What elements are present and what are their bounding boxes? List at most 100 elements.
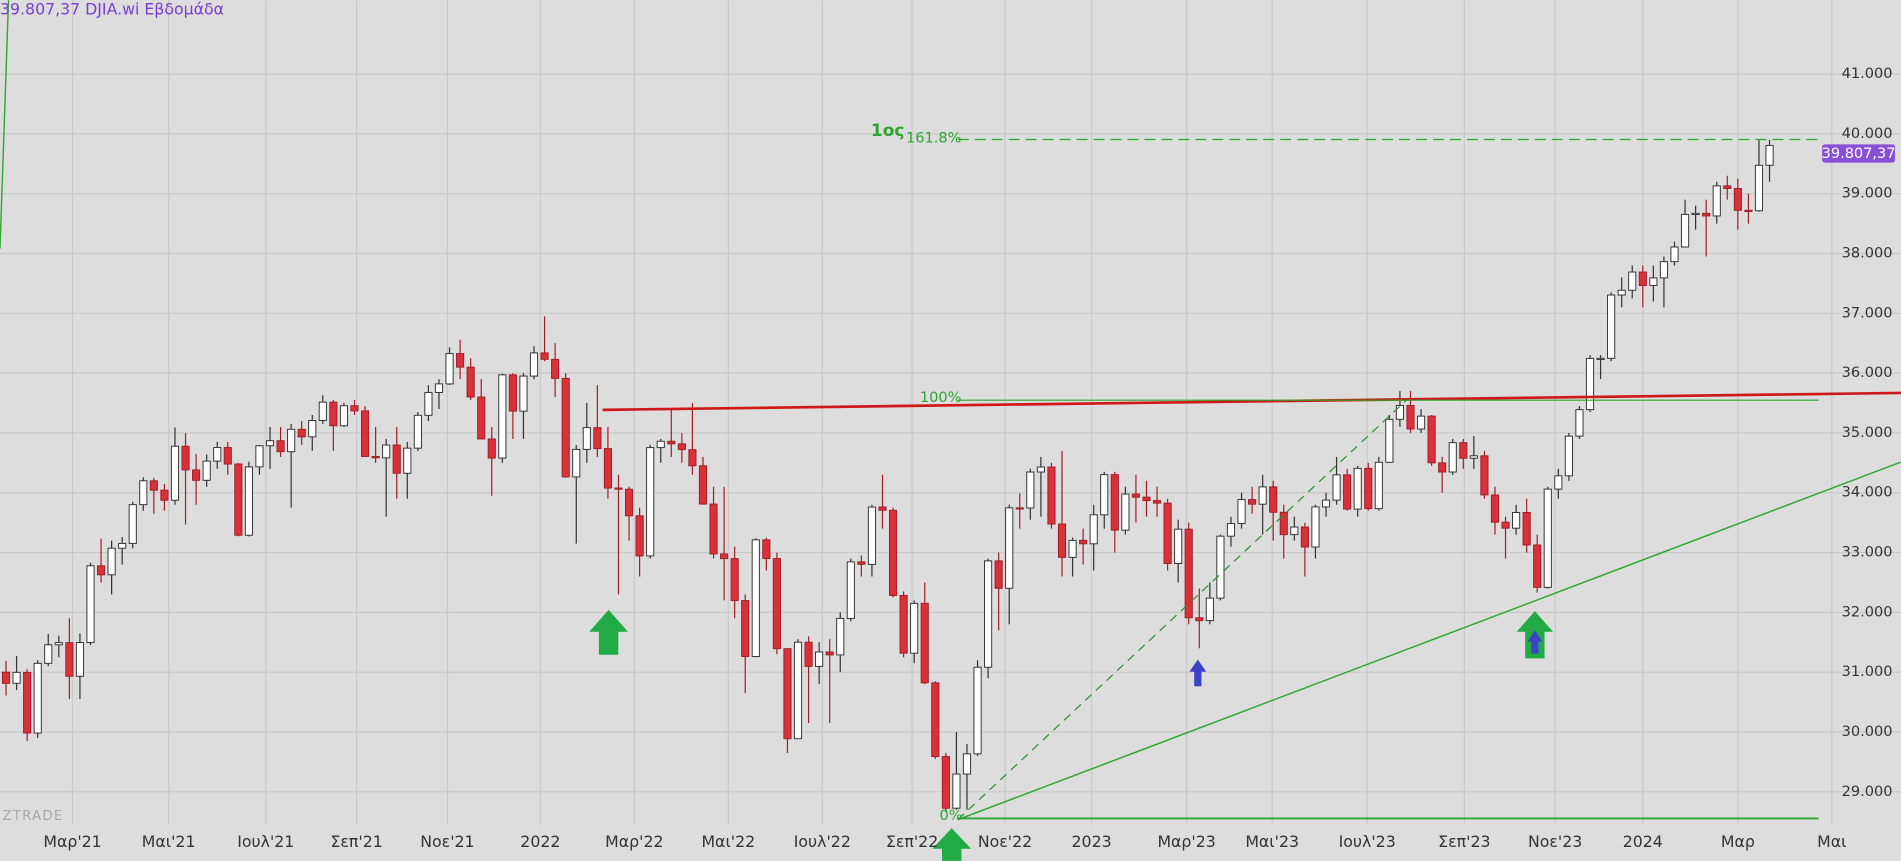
candle-body bbox=[75, 642, 85, 677]
x-tick-label: Σεπ'23 bbox=[1438, 832, 1490, 851]
candle-body bbox=[128, 504, 137, 544]
candle-body bbox=[1385, 418, 1394, 463]
candle-body bbox=[318, 401, 327, 421]
annotation: 0% bbox=[940, 808, 963, 824]
candle-body bbox=[1533, 544, 1542, 588]
fib-trend bbox=[957, 399, 1407, 821]
candle-body bbox=[899, 594, 908, 654]
arrow-up bbox=[1189, 659, 1207, 687]
candle-body bbox=[709, 503, 718, 555]
candle-body bbox=[540, 352, 549, 360]
candle-body bbox=[1195, 617, 1204, 622]
candle-body bbox=[1765, 144, 1774, 166]
chart-title: 39.807,37 DJIA.wi Εβδομάδα bbox=[0, 0, 224, 18]
y-tick-label: 41.000 bbox=[1842, 66, 1893, 82]
candle-body bbox=[931, 682, 940, 758]
candle-body bbox=[1110, 474, 1119, 531]
candle-body bbox=[1216, 535, 1225, 599]
candle-body bbox=[1512, 512, 1521, 529]
candle-body bbox=[1459, 442, 1468, 459]
candle-body bbox=[1744, 209, 1753, 212]
y-tick-label: 36.000 bbox=[1842, 365, 1893, 381]
candle-body bbox=[1174, 528, 1183, 564]
x-tick-label: Μαι'22 bbox=[701, 832, 755, 851]
candle-body bbox=[234, 463, 243, 536]
x-tick-label: 2024 bbox=[1623, 832, 1663, 851]
candle-body bbox=[836, 617, 845, 656]
candle-body bbox=[529, 352, 539, 377]
candle-body bbox=[952, 773, 961, 809]
price-label: 39.807,37 bbox=[1822, 146, 1896, 162]
y-tick-label: 34.000 bbox=[1842, 485, 1893, 501]
candle-body bbox=[751, 539, 760, 658]
candle-body bbox=[170, 445, 180, 501]
candle-body bbox=[118, 542, 127, 549]
candle-body bbox=[825, 651, 834, 656]
candle-body bbox=[962, 753, 972, 775]
candle-body bbox=[593, 427, 602, 450]
candle-body bbox=[920, 602, 929, 684]
candle-body bbox=[508, 374, 517, 412]
candle-body bbox=[498, 374, 507, 459]
x-tick-label: Ιουλ'23 bbox=[1339, 832, 1396, 851]
candle-body bbox=[1248, 499, 1257, 505]
candle-body bbox=[1607, 294, 1616, 359]
candle-body bbox=[54, 642, 63, 646]
candle-body bbox=[65, 642, 74, 677]
x-tick-label: Μαρ'21 bbox=[43, 832, 101, 851]
candle-body bbox=[1353, 467, 1362, 510]
candle-body bbox=[434, 383, 444, 393]
candle-body bbox=[1617, 289, 1626, 296]
candle-body bbox=[139, 480, 148, 506]
candle-body bbox=[1585, 357, 1595, 411]
support-trend bbox=[957, 461, 1901, 821]
candle-body bbox=[1279, 511, 1288, 536]
candle-body bbox=[1691, 212, 1700, 216]
candle-body bbox=[1121, 493, 1130, 531]
candle-body bbox=[244, 466, 253, 536]
candle-body bbox=[1680, 213, 1690, 248]
candle-body bbox=[572, 448, 581, 478]
candle-body bbox=[888, 509, 898, 596]
candle-body bbox=[846, 561, 855, 619]
candle-body bbox=[456, 353, 465, 368]
candle-body bbox=[1395, 404, 1405, 420]
candle-body bbox=[1068, 539, 1077, 558]
candle-body bbox=[614, 487, 623, 490]
candle-body bbox=[720, 553, 729, 560]
candle-body bbox=[403, 447, 412, 474]
candle-body bbox=[360, 410, 370, 457]
candle-body bbox=[392, 444, 401, 474]
candle-body bbox=[287, 428, 296, 453]
candle-body bbox=[867, 506, 877, 565]
x-tick-label: Νοε'23 bbox=[1528, 832, 1582, 851]
candle-body bbox=[1100, 474, 1109, 516]
candle-body bbox=[1374, 461, 1383, 510]
candle-body bbox=[329, 401, 338, 427]
candle-body bbox=[1723, 185, 1732, 189]
x-tick-label: Σεπ'22 bbox=[886, 832, 938, 851]
candle-body bbox=[1733, 188, 1742, 211]
candle-body bbox=[1638, 271, 1647, 286]
candle-body bbox=[1649, 277, 1658, 286]
candle-body bbox=[1321, 499, 1331, 508]
candle-body bbox=[1047, 466, 1056, 525]
candle-body bbox=[582, 427, 591, 450]
candle-body bbox=[973, 666, 982, 755]
candle-body bbox=[265, 440, 275, 447]
candle-body bbox=[1269, 486, 1278, 513]
candle-body bbox=[1036, 466, 1045, 473]
x-tick-label: Μαι'21 bbox=[142, 832, 196, 851]
candle-body bbox=[551, 358, 560, 379]
x-tick-label: Μαρ bbox=[1721, 832, 1755, 851]
candle-body bbox=[984, 560, 993, 668]
candle-body bbox=[1712, 185, 1721, 217]
candle-body bbox=[561, 377, 570, 478]
candle-body bbox=[350, 405, 359, 412]
candle-body bbox=[1448, 442, 1457, 473]
candle-body bbox=[1670, 246, 1679, 263]
x-tick-label: Νοε'21 bbox=[420, 832, 474, 851]
candle-body bbox=[624, 488, 634, 517]
y-tick-label: 32.000 bbox=[1842, 604, 1893, 620]
